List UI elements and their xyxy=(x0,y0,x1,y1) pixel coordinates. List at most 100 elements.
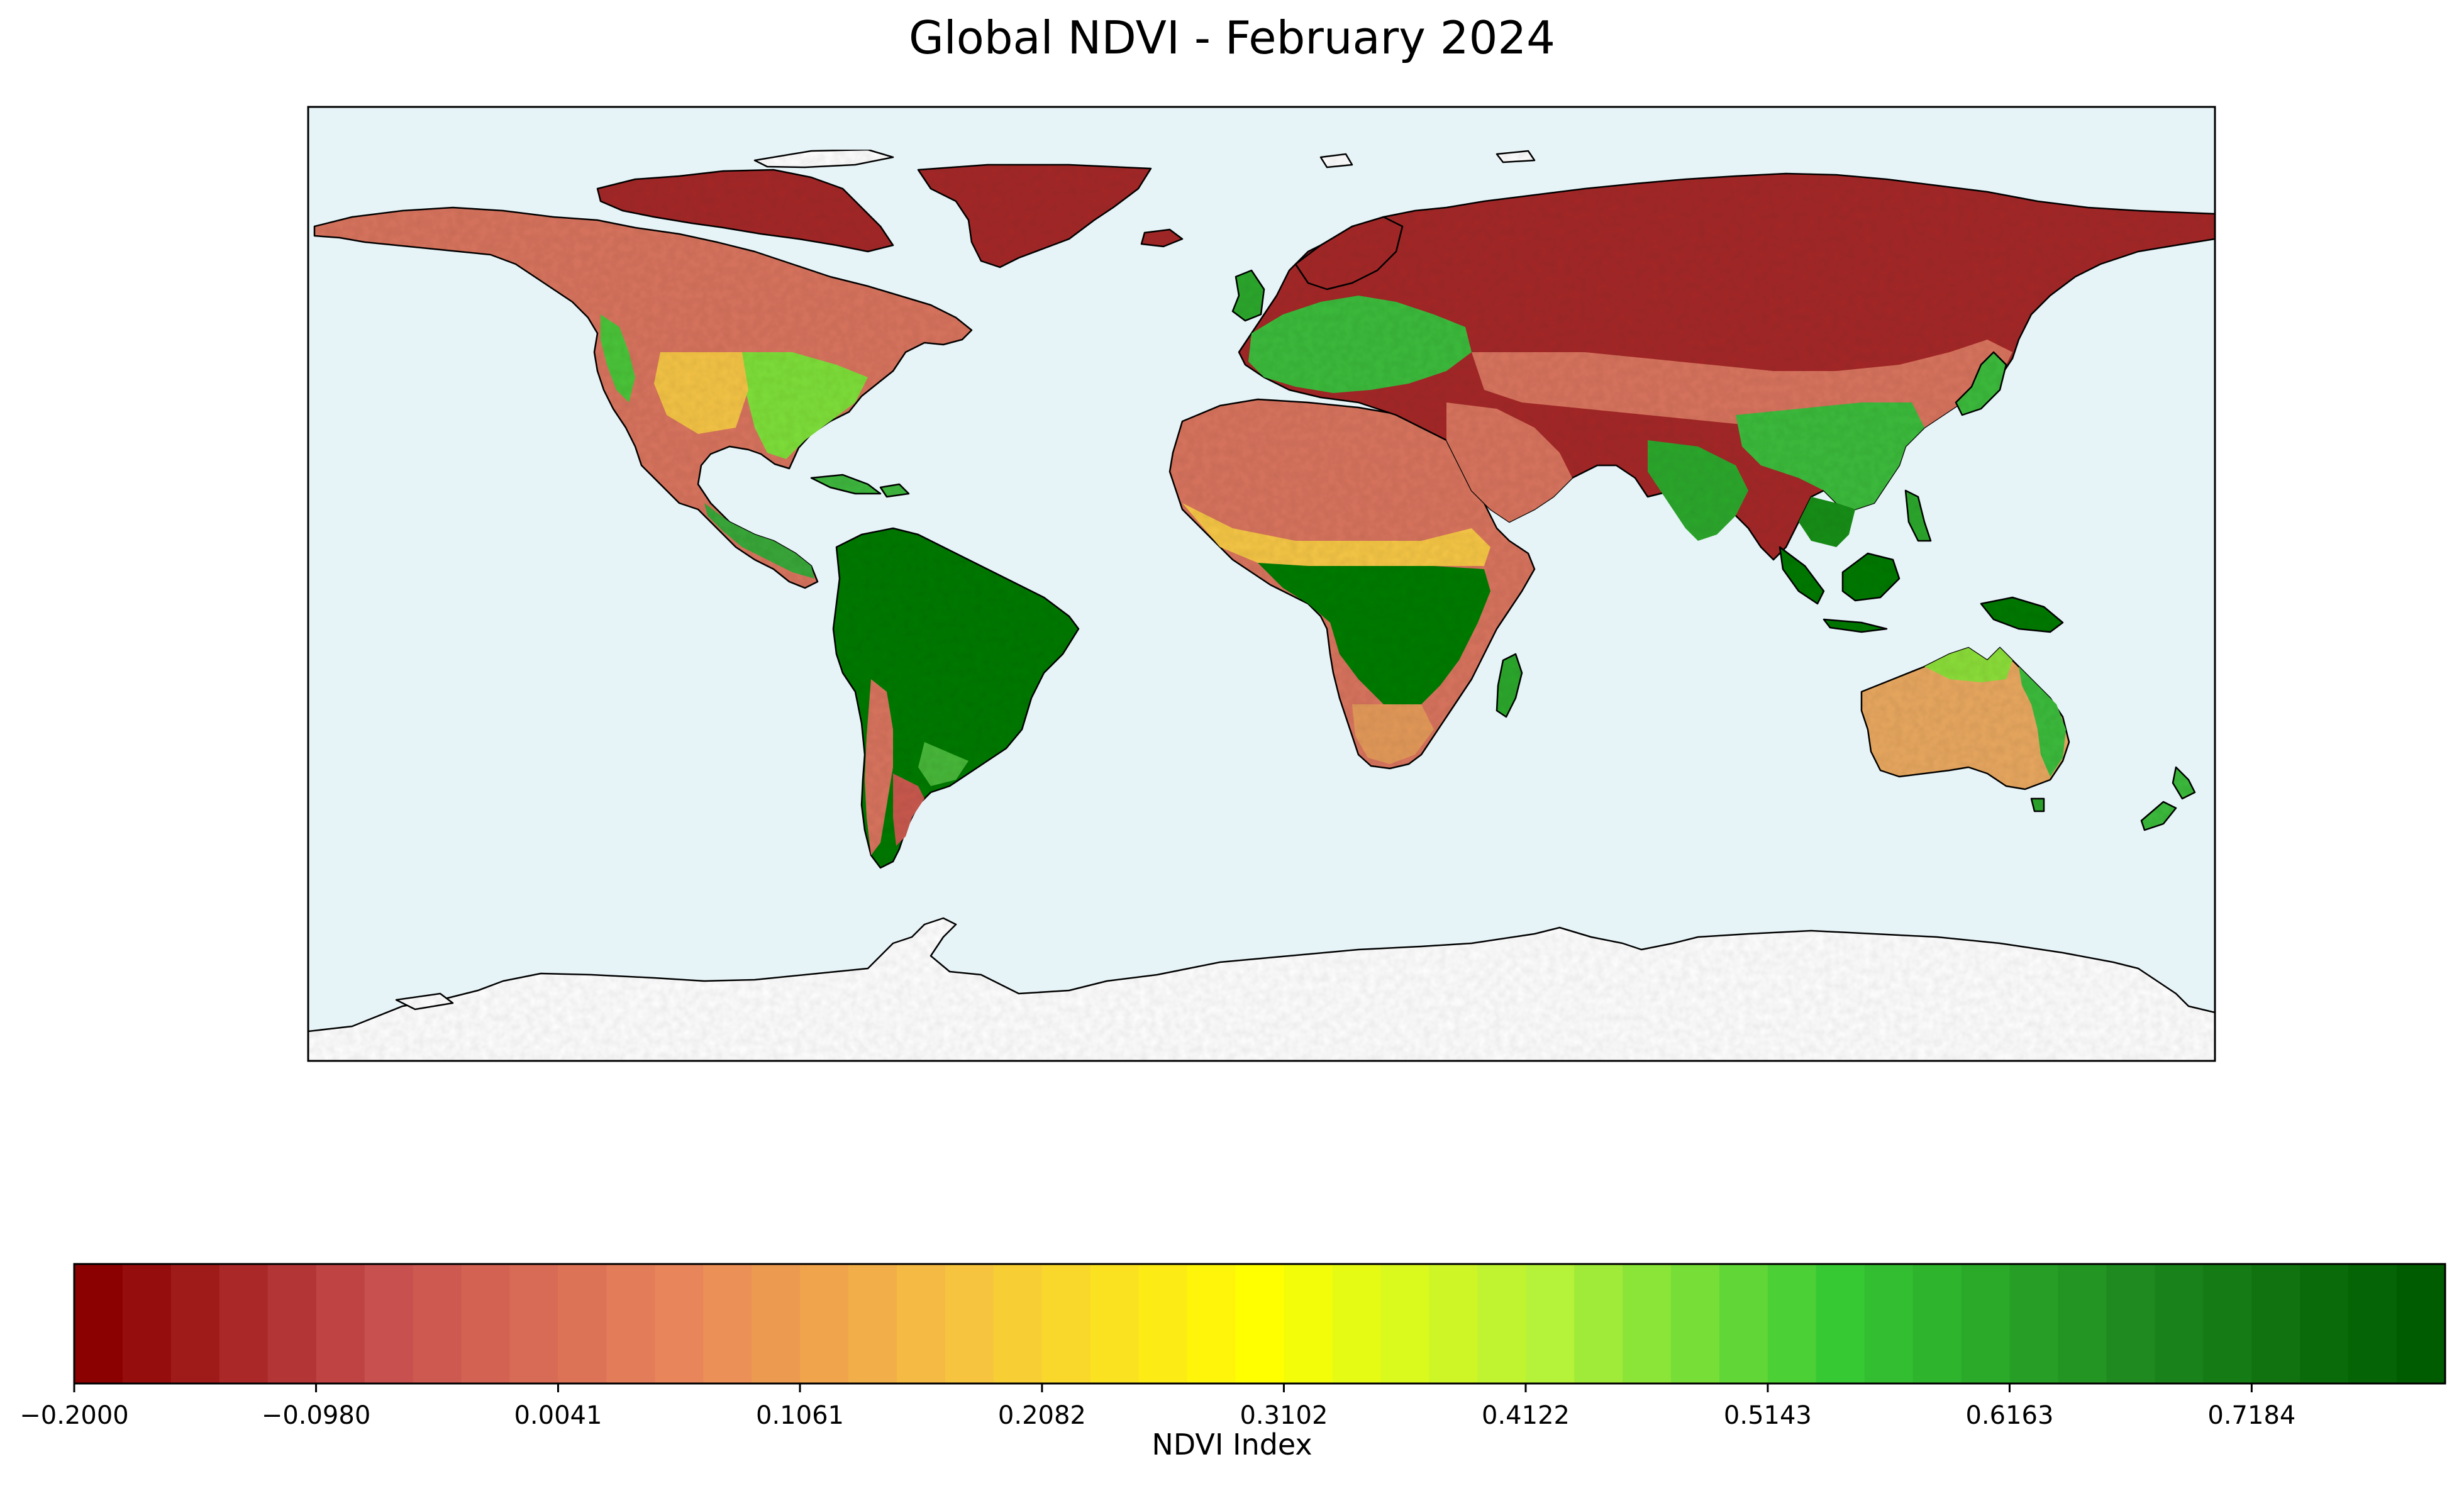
colorbar-tick-label: 0.5143 xyxy=(1724,1401,1812,1430)
colorbar-cell xyxy=(1477,1264,1526,1383)
land-na-west-forest xyxy=(601,314,635,402)
colorbar-cell xyxy=(1526,1264,1575,1383)
colorbar-cell xyxy=(170,1264,220,1383)
colorbar-cell xyxy=(122,1264,172,1383)
colorbar-cell xyxy=(2106,1264,2156,1383)
land-sumatra xyxy=(1779,546,1825,605)
land-africa-rainforest xyxy=(1258,563,1490,704)
land-antarctic-island xyxy=(395,992,454,1011)
colorbar-cell xyxy=(558,1264,608,1383)
colorbar-cell xyxy=(655,1264,704,1383)
colorbar-tick-label: 0.2082 xyxy=(998,1401,1086,1430)
land-na-east-forest xyxy=(742,352,868,459)
colorbar-cell xyxy=(2155,1264,2204,1383)
land-sa-south-green xyxy=(918,742,968,786)
colorbar-cell xyxy=(1574,1264,1623,1383)
colorbar-cell xyxy=(1767,1264,1817,1383)
colorbar-cell xyxy=(1912,1264,1962,1383)
colorbar-cell xyxy=(1864,1264,1914,1383)
colorbar-cell xyxy=(219,1264,269,1383)
colorbar-tick-label: −0.0980 xyxy=(262,1401,370,1430)
colorbar-cell xyxy=(1670,1264,1720,1383)
colorbar-cell xyxy=(316,1264,365,1383)
colorbar-cell xyxy=(945,1264,994,1383)
colorbar-cell xyxy=(2058,1264,2107,1383)
land-middle-east xyxy=(1446,402,1572,522)
colorbar-cell xyxy=(848,1264,897,1383)
colorbar-label: NDVI Index xyxy=(1152,1428,1312,1461)
colorbar-tick-label: 0.7184 xyxy=(2207,1401,2295,1430)
colorbar-frame xyxy=(73,1263,2446,1385)
colorbar-tick-label: 0.6163 xyxy=(1965,1401,2053,1430)
land-africa-sahel xyxy=(1182,503,1490,566)
land-scandinavia xyxy=(1294,216,1404,291)
land-antarctica xyxy=(308,917,2215,1061)
colorbar: −0.2000 −0.0980 0.0041 0.1061 0.2082 0.3102 0.… xyxy=(19,1263,2446,1430)
land-novaya-zemlya xyxy=(1496,150,1536,164)
land-philippines xyxy=(1904,489,1932,542)
colorbar-cell xyxy=(1332,1264,1382,1383)
land-arctic-archipelago xyxy=(596,169,894,253)
colorbar-cell xyxy=(1816,1264,1865,1383)
land-sa-patagonia xyxy=(893,773,924,846)
land-borneo xyxy=(1841,552,1901,602)
colorbar-cell xyxy=(2251,1264,2300,1383)
colorbar-cell xyxy=(703,1264,752,1383)
colorbar-cell xyxy=(1429,1264,1479,1383)
land-greenland xyxy=(917,164,1152,269)
land-hispaniola xyxy=(879,483,910,498)
land-new-zealand-south xyxy=(2140,801,2177,831)
colorbar-cell xyxy=(1235,1264,1285,1383)
colorbar-cell xyxy=(364,1264,414,1383)
colorbar-cell xyxy=(2300,1264,2349,1383)
land-iceland xyxy=(1140,228,1184,248)
land-java xyxy=(1823,618,1888,633)
map-title: Global NDVI - February 2024 xyxy=(908,11,1555,64)
colorbar-tick-label: −0.2000 xyxy=(19,1401,128,1430)
colorbar-cell xyxy=(2009,1264,2059,1383)
colorbar-cell xyxy=(413,1264,462,1383)
colorbar-cell xyxy=(1719,1264,1768,1383)
land-africa-south xyxy=(1352,704,1434,764)
map-frame xyxy=(307,106,2216,1062)
colorbar-cell xyxy=(1138,1264,1188,1383)
colorbar-cell xyxy=(74,1264,123,1383)
land-madagascar xyxy=(1496,653,1523,718)
colorbar-tick-label: 0.1061 xyxy=(756,1401,844,1430)
colorbar-cell xyxy=(606,1264,656,1383)
land-china xyxy=(1736,402,1924,509)
land-india xyxy=(1648,440,1748,541)
land-sa-andes-dry xyxy=(865,679,893,855)
land-na-midwest xyxy=(654,352,748,434)
colorbar-cell xyxy=(1090,1264,1140,1383)
colorbar-cell xyxy=(461,1264,511,1383)
colorbar-cell xyxy=(2397,1264,2446,1383)
colorbar-cell xyxy=(800,1264,849,1383)
map-panel xyxy=(307,106,2216,1062)
colorbar-ticks: −0.2000 −0.0980 0.0041 0.1061 0.2082 0.3102 0.… xyxy=(19,1383,2295,1430)
land-australia-east-coast xyxy=(2019,667,2066,777)
colorbar-cell xyxy=(896,1264,946,1383)
land-svalbard xyxy=(1319,153,1353,169)
colorbar-cell xyxy=(2203,1264,2253,1383)
colorbar-tick-label: 0.0041 xyxy=(514,1401,602,1430)
land-mexico xyxy=(704,503,814,579)
colorbar-cell xyxy=(1623,1264,1672,1383)
colorbar-cell xyxy=(1380,1264,1430,1383)
land-north-america xyxy=(313,206,973,589)
colorbar-cell xyxy=(267,1264,317,1383)
colorbar-cell xyxy=(1284,1264,1333,1383)
land-europe xyxy=(1248,296,1472,393)
land-sea xyxy=(1799,497,1855,547)
colorbar-cell xyxy=(1187,1264,1236,1383)
colorbar-cells xyxy=(74,1264,2446,1383)
colorbar-cell xyxy=(509,1264,559,1383)
colorbar-cell xyxy=(752,1264,801,1383)
colorbar-cell xyxy=(1041,1264,1091,1383)
colorbar-cell xyxy=(1961,1264,2011,1383)
land-tasmania xyxy=(2030,797,2045,812)
land-great-britain xyxy=(1231,269,1265,322)
land-new-zealand-north xyxy=(2172,766,2196,800)
land-new-guinea xyxy=(1980,596,2064,633)
